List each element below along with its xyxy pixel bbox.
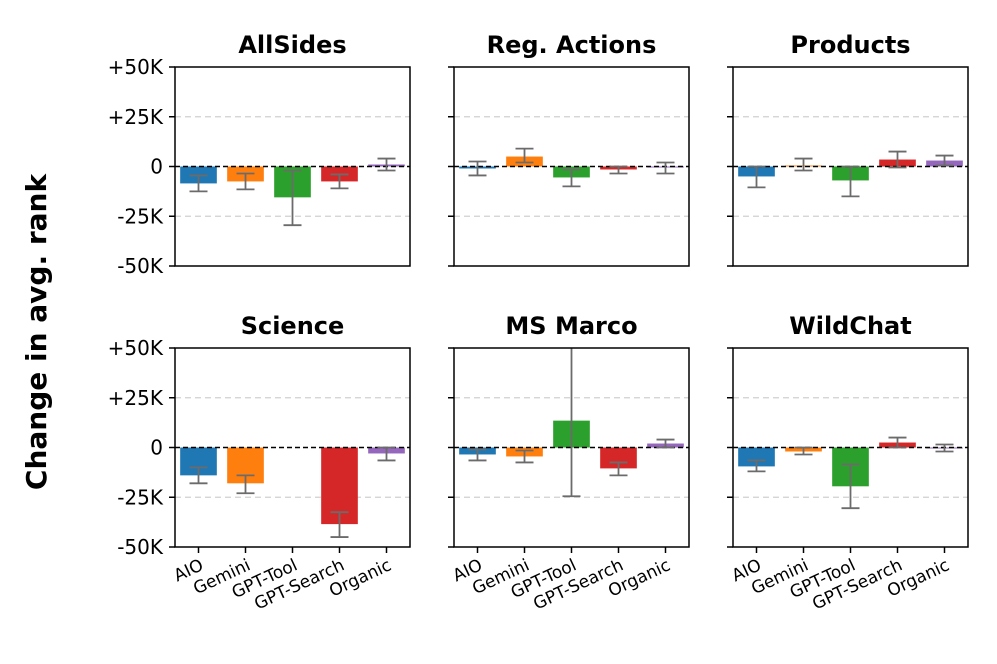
panel-products: Products	[727, 31, 969, 267]
panel-title: MS Marco	[505, 312, 637, 340]
error-bar-gpt-tool	[841, 165, 860, 198]
panel-science: Science-50K-25K0+25K+50KAIOGeminiGPT-Too…	[108, 312, 411, 614]
error-bar-aio	[189, 466, 208, 485]
y-tick-label: 0	[150, 155, 163, 179]
y-tick-label: -25K	[117, 204, 164, 228]
error-bar-organic	[377, 157, 396, 172]
panel-title: AllSides	[238, 31, 346, 59]
panel-ms-marco: MS MarcoAIOGeminiGPT-ToolGPT-SearchOrgan…	[448, 312, 690, 614]
y-tick-label: +50K	[108, 55, 164, 79]
error-bar-organic	[935, 443, 954, 453]
y-tick-label: +25K	[108, 105, 164, 129]
error-bar-aio	[468, 448, 487, 462]
error-bar-gpt-tool	[283, 169, 302, 227]
error-bar-aio	[189, 174, 208, 193]
y-tick-label: -50K	[117, 254, 164, 278]
error-bar-gpt-tool	[841, 463, 860, 510]
error-bar-aio	[747, 459, 766, 473]
panel-allsides: AllSides -50K -25K 0 +25K +50K	[108, 31, 411, 278]
error-bar-gpt-tool	[562, 168, 581, 188]
error-bar-aio	[747, 165, 766, 189]
error-bar-organic	[656, 438, 675, 449]
error-bar-gemini	[236, 172, 255, 191]
error-bar-gpt-search	[888, 150, 907, 169]
error-bar-organic	[656, 161, 675, 175]
panel-title: Products	[790, 31, 910, 59]
y-tick-label: +25K	[108, 386, 164, 410]
error-bar-organic	[935, 154, 954, 167]
error-bar-aio	[468, 160, 487, 177]
error-bar-gpt-search	[330, 173, 349, 190]
error-bar-gpt-search	[888, 436, 907, 449]
panel-reg-actions: Reg. Actions	[448, 31, 690, 267]
error-bar-organic	[377, 446, 396, 462]
error-bar-gpt-tool	[562, 348, 581, 498]
error-bar-gemini	[794, 157, 813, 172]
bar-gpt-search	[600, 447, 637, 469]
y-tick-label: -50K	[117, 535, 164, 559]
panel-wildchat: WildChatAIOGeminiGPT-ToolGPT-SearchOrgan…	[727, 312, 969, 614]
error-bar-gemini	[515, 449, 534, 464]
error-bar-gemini	[515, 147, 534, 164]
panel-title: Science	[241, 312, 345, 340]
error-bar-gpt-search	[609, 461, 628, 477]
bar-aio	[738, 447, 775, 467]
y-tick-label: 0	[150, 436, 163, 460]
error-bar-gemini	[236, 474, 255, 495]
y-tick-label: -25K	[117, 485, 164, 509]
error-bar-gpt-search	[330, 511, 349, 538]
error-bar-gemini	[794, 446, 813, 456]
y-axis-label: Change in avg. rank	[20, 173, 53, 491]
panel-title: Reg. Actions	[487, 31, 657, 59]
panel-title: WildChat	[789, 312, 911, 340]
error-bar-gpt-search	[609, 165, 628, 175]
y-tick-label: +50K	[108, 336, 164, 360]
